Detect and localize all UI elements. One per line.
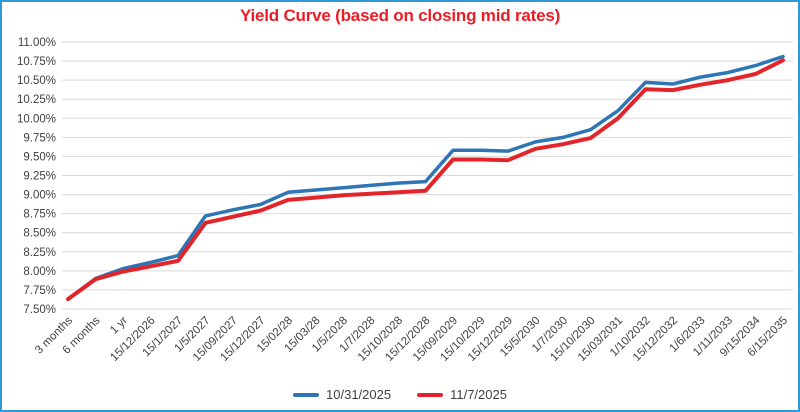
- legend-item-series-1[interactable]: 11/7/2025: [417, 387, 507, 402]
- y-tick-label: 10.00%: [17, 113, 56, 125]
- chart-title: Yield Curve (based on closing mid rates): [239, 6, 561, 25]
- y-tick-label: 10.50%: [17, 75, 56, 87]
- y-tick-label: 8.25%: [23, 247, 56, 259]
- y-tick-label: 9.75%: [23, 132, 56, 144]
- y-tick-label: 8.50%: [23, 228, 56, 240]
- legend-swatch-red: [417, 392, 444, 397]
- legend-item-series-0[interactable]: 10/31/2025: [293, 387, 391, 402]
- y-tick-label: 9.50%: [23, 151, 56, 163]
- y-tick-label: 9.00%: [23, 190, 56, 202]
- x-tick-label: 1 yr: [108, 315, 130, 337]
- legend-label: 11/7/2025: [450, 387, 507, 402]
- series-line-0: [66, 54, 785, 301]
- y-tick-label: 8.75%: [23, 209, 56, 221]
- y-tick-label: 7.50%: [23, 304, 56, 316]
- legend-swatch-blue: [293, 392, 320, 397]
- y-tick-label: 11.00%: [18, 37, 56, 49]
- y-tick-label: 7.75%: [23, 285, 56, 297]
- y-tick-label: 9.25%: [23, 171, 56, 183]
- series-line-1: [66, 58, 785, 302]
- y-tick-label: 8.00%: [23, 266, 56, 278]
- legend: 10/31/2025 11/7/2025: [2, 387, 798, 402]
- y-tick-label: 10.75%: [17, 56, 56, 68]
- y-tick-label: 10.25%: [17, 94, 56, 106]
- legend-label: 10/31/2025: [326, 387, 392, 402]
- y-axis-labels: 11.00% 10.75% 10.50% 10.25% 10.00% 9.75% 9.50%…: [17, 37, 56, 316]
